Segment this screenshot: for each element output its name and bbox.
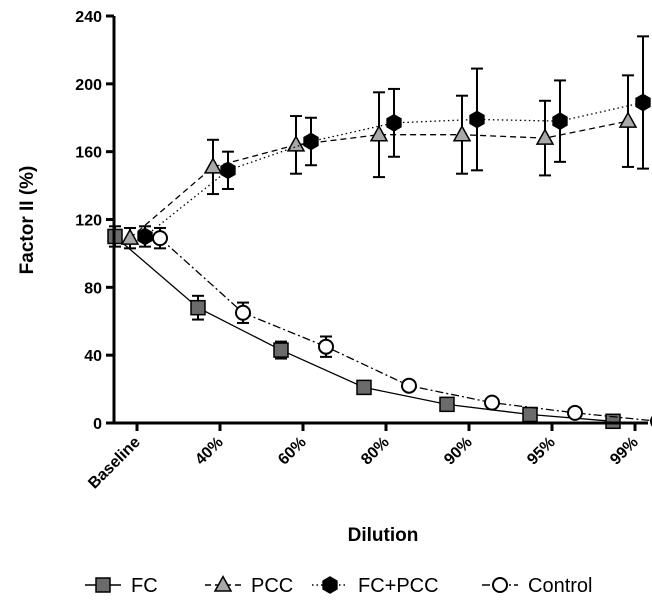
y-tick-label: 240 [75,9,102,26]
data-point [522,406,538,423]
data-point [439,396,455,413]
data-point [152,230,168,247]
legend-marker [95,577,111,593]
data-point [273,342,289,358]
data-point [190,299,206,316]
data-point [235,304,251,321]
data-point [203,156,223,174]
data-point [220,161,236,180]
series-pcc [120,74,638,250]
legend-label: Control [528,575,592,597]
data-point [303,132,319,151]
y-tick-label: 0 [93,416,102,433]
y-tick-label: 120 [75,213,102,230]
data-point [552,112,568,131]
y-ticks: 0 40 80 120 160 200 240 [75,9,114,433]
data-point [318,338,334,355]
y-tick-label: 200 [75,77,102,94]
data-point [605,413,621,430]
legend-item-control: Control [482,575,592,597]
series-control [152,226,652,427]
y-tick-label: 160 [75,145,102,162]
legend-label: FC+PCC [358,575,439,597]
series-fc [107,225,621,430]
data-point [535,128,555,145]
x-tick-label: 95% [524,434,559,469]
legend-marker [492,577,508,593]
x-axis-title: Dilution [348,525,419,546]
data-point [369,124,389,142]
data-point [386,113,402,132]
data-point [401,377,417,394]
data-point [618,111,638,128]
x-tick-label: Baseline [85,434,144,493]
x-ticks: Baseline 40% 60% 80% 90% 95% 99% [85,423,642,492]
x-tick-label: 90% [441,434,476,469]
legend-marker [322,576,338,594]
x-tick-label: 99% [607,434,642,469]
legend-item-fc-plus-pcc: FC+PCC [312,575,439,597]
legend-item-pcc: PCC [205,575,293,597]
legend: FC PCC FC+PCC Control [85,575,592,597]
data-point [286,134,306,152]
y-axis-title: Factor II (%) [17,166,38,275]
data-point [469,110,485,129]
series-fc-plus-pcc [137,35,651,248]
series-line [159,237,652,422]
legend-marker [213,575,233,592]
axes: 0 40 80 120 160 200 240 Baseline 40% 60% 80% 90% 95… [75,9,648,492]
data-point [452,124,472,142]
x-tick-label: 60% [275,434,310,469]
data-point [120,228,140,245]
data-point [356,379,372,396]
y-tick-label: 40 [84,348,102,365]
y-tick-label: 80 [84,280,102,297]
data-point [484,394,500,411]
legend-item-fc: FC [85,575,158,597]
data-point [567,404,583,421]
data-point [137,227,153,246]
x-tick-label: 80% [358,434,393,469]
plot-area [107,35,652,430]
data-point [635,93,651,112]
legend-label: FC [131,575,158,597]
x-tick-label: 40% [192,434,227,469]
legend-label: PCC [251,575,293,597]
